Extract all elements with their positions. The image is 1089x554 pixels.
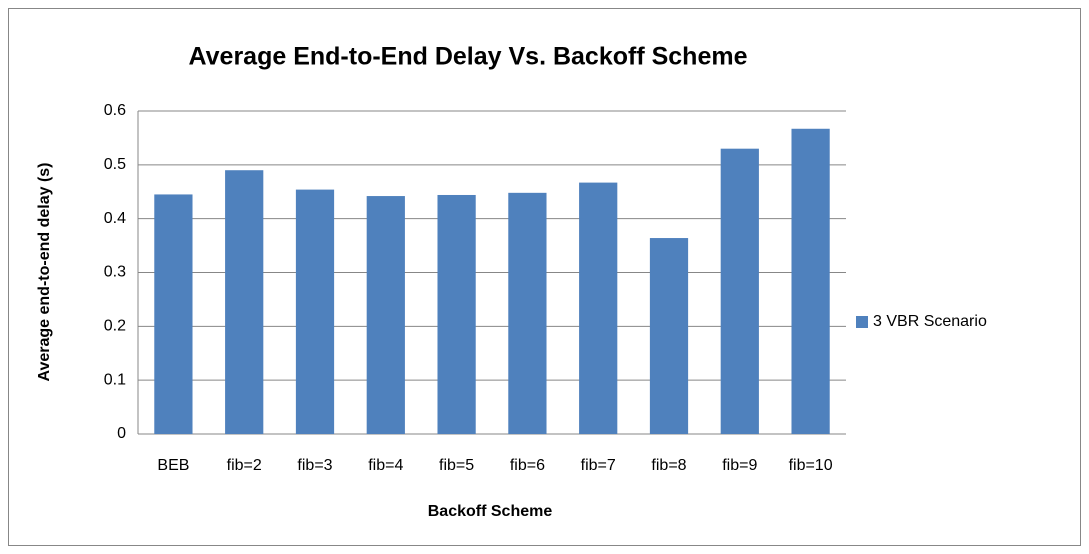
- x-tick-label: fib=8: [651, 457, 686, 474]
- y-tick-label: 0.3: [104, 264, 126, 281]
- chart-title: Average End-to-End Delay Vs. Backoff Sch…: [189, 43, 748, 71]
- y-tick-label: 0.6: [104, 102, 126, 119]
- x-axis-title: Backoff Scheme: [428, 503, 553, 520]
- y-axis-title: Average end-to-end delay (s): [36, 162, 53, 381]
- bar: [225, 170, 264, 434]
- legend-label: 3 VBR Scenario: [873, 313, 987, 330]
- bar: [437, 194, 476, 434]
- bar: [154, 194, 193, 434]
- x-tick-label: fib=6: [510, 457, 545, 474]
- x-tick-label: fib=3: [297, 457, 332, 474]
- x-tick-label: fib=5: [439, 457, 474, 474]
- x-tick-label: fib=2: [227, 457, 262, 474]
- y-tick-label: 0: [117, 425, 126, 442]
- legend-swatch: [856, 316, 868, 328]
- x-tick-label: fib=7: [581, 457, 616, 474]
- y-tick-label: 0.5: [104, 156, 126, 173]
- bar: [791, 128, 830, 434]
- x-tick-label: fib=4: [368, 457, 403, 474]
- bar: [720, 148, 759, 434]
- bar: [366, 196, 405, 434]
- x-tick-label: BEB: [157, 457, 189, 474]
- bar: [508, 192, 547, 434]
- bar: [649, 238, 689, 434]
- y-tick-label: 0.2: [104, 318, 126, 335]
- bar: [579, 182, 618, 434]
- y-tick-label: 0.4: [104, 210, 126, 227]
- y-tick-label: 0.1: [104, 371, 126, 388]
- x-tick-label: fib=9: [722, 457, 757, 474]
- x-tick-label: fib=10: [789, 457, 833, 474]
- bar: [295, 189, 335, 434]
